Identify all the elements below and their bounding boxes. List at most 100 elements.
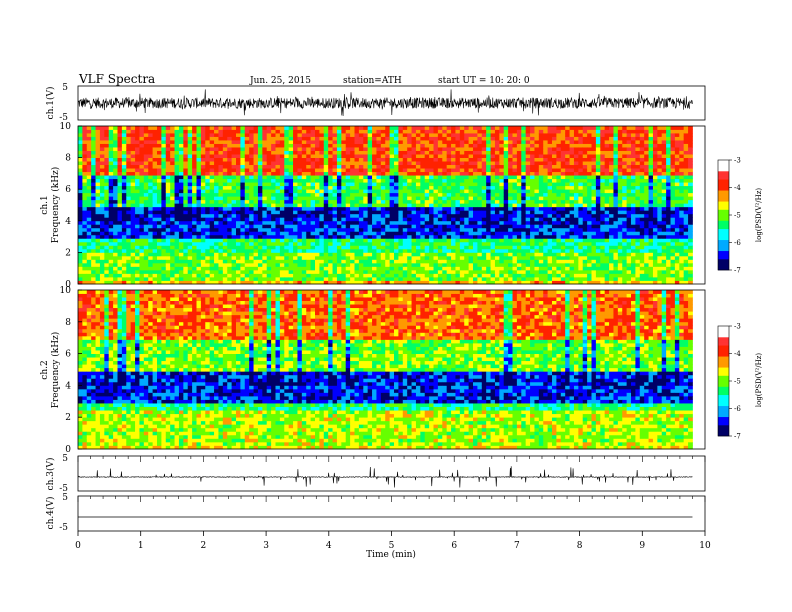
spectrogram-cell bbox=[244, 161, 250, 166]
spectrogram-cell bbox=[556, 210, 562, 215]
spectrogram-cell bbox=[494, 220, 500, 225]
spectrogram-cell bbox=[556, 206, 562, 211]
spectrogram-cell bbox=[200, 150, 206, 155]
spectrogram-cell bbox=[415, 157, 421, 162]
spectrogram-cell bbox=[429, 210, 434, 215]
spectrogram-cell bbox=[227, 280, 233, 285]
spectrogram-cell bbox=[402, 210, 408, 215]
spectrogram-cell bbox=[205, 231, 211, 236]
spectrogram-cell bbox=[200, 178, 206, 183]
spectrogram-cell bbox=[354, 273, 360, 278]
spectrogram-cell bbox=[95, 241, 101, 246]
spectrogram-cell bbox=[170, 136, 175, 141]
spectrogram-cell bbox=[214, 245, 219, 250]
spectrogram-cell bbox=[534, 276, 540, 281]
spectrogram-cell bbox=[455, 133, 461, 137]
spectrogram-cell bbox=[196, 129, 202, 134]
spectrogram-cell bbox=[310, 161, 316, 166]
spectrogram-cell bbox=[222, 269, 228, 274]
spectrogram-cell bbox=[288, 150, 294, 155]
spectrogram-cell bbox=[297, 150, 303, 155]
spectrogram-cell bbox=[455, 252, 461, 257]
spectrogram-cell bbox=[420, 126, 426, 130]
spectrogram-cell bbox=[306, 220, 312, 225]
spectrogram-cell bbox=[266, 276, 272, 281]
spectrogram-cell bbox=[530, 248, 535, 253]
spectrogram-cell bbox=[170, 164, 175, 169]
spectrogram-cell bbox=[328, 178, 333, 183]
spectrogram-cell bbox=[512, 126, 518, 130]
spectrogram-cell bbox=[415, 192, 421, 197]
spectrogram-cell bbox=[332, 126, 338, 130]
spectrogram-cell bbox=[468, 192, 474, 197]
spectrogram-cell bbox=[157, 269, 162, 274]
spectrogram-cell bbox=[433, 150, 439, 155]
spectrogram-cell bbox=[218, 168, 224, 173]
spectrogram-cell bbox=[165, 129, 171, 134]
spectrogram-cell bbox=[104, 126, 110, 130]
spectrogram-cell bbox=[86, 213, 92, 218]
spectrogram-cell bbox=[442, 192, 448, 197]
spectrogram-cell bbox=[490, 266, 496, 271]
spectrogram-cell bbox=[253, 161, 259, 166]
spectrogram-cell bbox=[95, 175, 101, 180]
spectrogram-cell bbox=[117, 259, 123, 264]
spectrogram-cell bbox=[178, 182, 184, 187]
spectrogram-cell bbox=[473, 147, 478, 151]
spectrogram-cell bbox=[525, 220, 531, 225]
spectrogram-cell bbox=[459, 175, 465, 180]
spectrogram-cell bbox=[372, 224, 377, 229]
spectrogram-cell bbox=[512, 213, 518, 218]
spectrogram-cell bbox=[279, 262, 285, 267]
spectrogram-cell bbox=[420, 150, 426, 155]
spectrogram-cell bbox=[473, 199, 478, 204]
spectrogram-cell bbox=[262, 129, 268, 134]
spectrogram-cell bbox=[376, 129, 382, 134]
spectrogram-cell bbox=[341, 252, 347, 257]
spectrogram-cell bbox=[301, 210, 307, 215]
spectrogram-cell bbox=[135, 252, 140, 257]
spectrogram-cell bbox=[538, 255, 544, 260]
spectrogram-cell bbox=[113, 203, 118, 208]
spectrogram-cell bbox=[288, 262, 294, 267]
spectrogram-cell bbox=[336, 136, 342, 141]
spectrogram-cell bbox=[91, 129, 96, 134]
spectrogram-cell bbox=[451, 168, 456, 173]
spectrogram-cell bbox=[345, 143, 351, 148]
spectrogram-cell bbox=[372, 280, 377, 285]
spectrogram-cell bbox=[451, 259, 456, 264]
spectrogram-cell bbox=[372, 231, 377, 236]
spectrogram-cell bbox=[354, 203, 360, 208]
spectrogram-cell bbox=[284, 185, 290, 190]
spectrogram-cell bbox=[157, 227, 162, 232]
spectrogram-cell bbox=[398, 266, 404, 271]
spectrogram-cell bbox=[552, 252, 557, 257]
spectrogram-cell bbox=[464, 199, 470, 204]
spectrogram-cell bbox=[297, 269, 303, 274]
spectrogram-cell bbox=[407, 220, 412, 225]
spectrogram-cell bbox=[446, 199, 452, 204]
spectrogram-cell bbox=[192, 262, 197, 267]
spectrogram-cell bbox=[135, 227, 140, 232]
spectrogram-cell bbox=[512, 269, 518, 274]
spectrogram-cell bbox=[121, 245, 127, 250]
spectrogram-cell bbox=[315, 210, 320, 215]
spectrogram-cell bbox=[490, 147, 496, 151]
spectrogram-cell bbox=[420, 154, 426, 158]
spectrogram-cell bbox=[367, 262, 373, 267]
spectrogram-cell bbox=[174, 234, 180, 239]
spectrogram-cell bbox=[240, 259, 246, 264]
spectrogram-cell bbox=[552, 213, 557, 218]
spectrogram-cell bbox=[275, 175, 281, 180]
spectrogram-cell bbox=[214, 234, 219, 239]
spectrogram-cell bbox=[240, 269, 246, 274]
spectrogram-cell bbox=[91, 224, 96, 229]
spectrogram-cell bbox=[473, 178, 478, 183]
spectrogram-cell bbox=[367, 171, 373, 176]
spectrogram-cell bbox=[319, 133, 325, 137]
spectrogram-cell bbox=[398, 206, 404, 211]
spectrogram-cell bbox=[192, 213, 197, 218]
spectrogram-cell bbox=[481, 217, 487, 222]
spectrogram-cell bbox=[468, 196, 474, 201]
spectrogram-cell bbox=[512, 238, 518, 243]
